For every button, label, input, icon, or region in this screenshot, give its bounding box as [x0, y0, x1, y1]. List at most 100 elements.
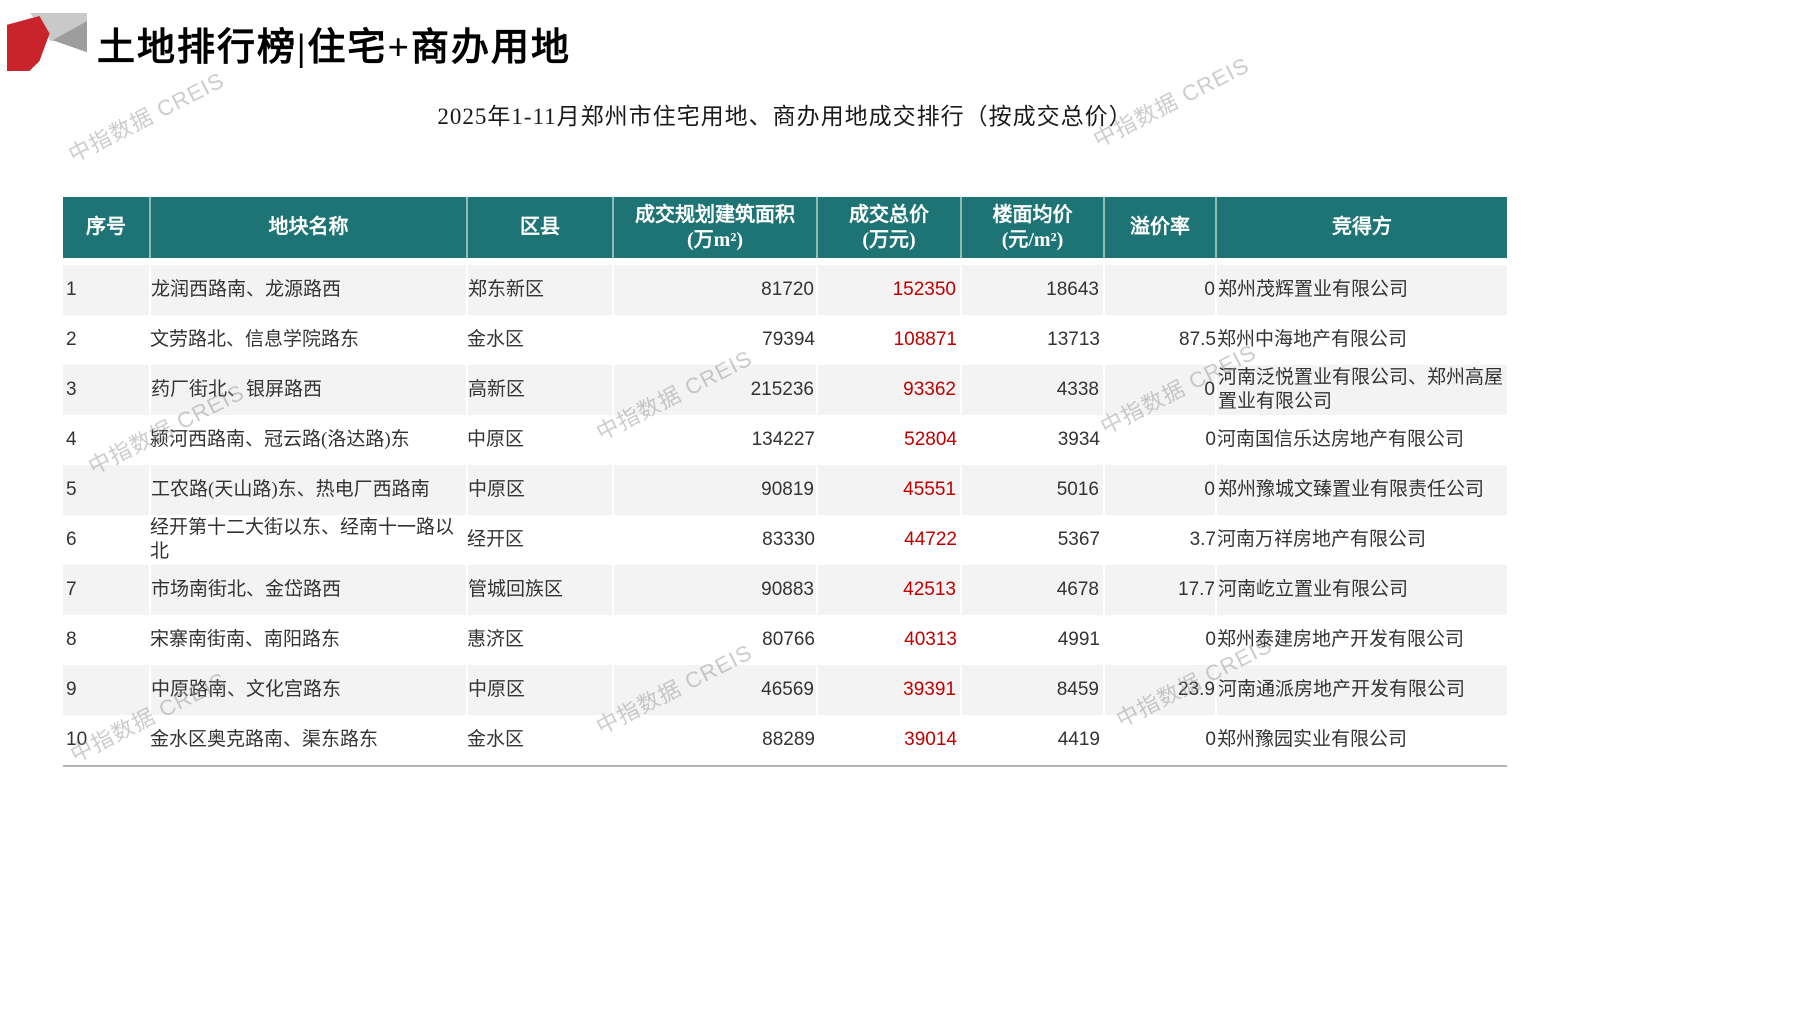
- cell-plot-name: 中原路南、文化宫路东: [149, 665, 467, 715]
- cell-plot-name: 市场南街北、金岱路西: [149, 565, 467, 615]
- cell-total-price: 44722: [904, 529, 957, 551]
- cell-rank: 4: [66, 429, 77, 451]
- col-header-premium-rate: 溢价率: [1103, 197, 1216, 265]
- cell-rank: 6: [66, 529, 77, 551]
- page-title: 土地排行榜|住宅+商办用地: [97, 27, 572, 69]
- cell-planned-area: 90883: [612, 565, 817, 615]
- cell-premium-rate: 0: [1103, 365, 1216, 415]
- land-ranking-table: 序号 地块名称 区县 成交规划建筑面积 (万m²) 成交总价 (万元) 楼面均价…: [63, 197, 1507, 767]
- cell-winner: 郑州豫城文臻置业有限责任公司: [1215, 465, 1507, 515]
- creis-logo-icon: [7, 13, 87, 71]
- cell-premium-rate: 0: [1104, 715, 1216, 767]
- cell-floor-price: 5016: [960, 465, 1104, 515]
- cell-rank: 9: [63, 665, 150, 715]
- table-row: 5 工农路(天山路)东、热电厂西路南 中原区 90819 45551 5016 0 郑州豫城文…: [63, 465, 1507, 515]
- cell-rank: 7: [63, 565, 150, 615]
- cell-total-price: 152350: [816, 261, 961, 315]
- table-row: 3 药厂街北、银屏路西 高新区 215236 93362 4338 0 河南泛悦置业有限公司、…: [63, 365, 1507, 415]
- cell-district: 金水区: [467, 329, 525, 351]
- cell-planned-area: 80766: [762, 629, 815, 651]
- cell-plot-name: 龙润西路南、龙源路西: [149, 261, 467, 315]
- cell-floor-price: 4338: [960, 365, 1104, 415]
- cell-rank: 1: [63, 261, 150, 315]
- cell-planned-area: 134227: [751, 429, 815, 451]
- col-header-district: 区县: [466, 197, 613, 265]
- cell-plot-name: 宋寨南街南、南阳路东: [150, 629, 341, 651]
- table-subtitle: 2025年1-11月郑州市住宅用地、商办用地成交排行（按成交总价）: [437, 104, 1133, 129]
- cell-total-price: 39014: [817, 715, 961, 767]
- cell-winner: 郑州豫园实业有限公司: [1216, 715, 1507, 767]
- table-row: 8 宋寨南街南、南阳路东 惠济区 80766 40313 4991 0 郑州泰建房地产开发有限…: [63, 615, 1507, 665]
- cell-floor-price: 3934: [1057, 429, 1100, 451]
- cell-floor-price: 4678: [960, 565, 1104, 615]
- cell-rank: 3: [63, 365, 150, 415]
- table-header-row: 序号 地块名称 区县 成交规划建筑面积 (万m²) 成交总价 (万元) 楼面均价…: [63, 197, 1507, 265]
- cell-planned-area: 79394: [762, 329, 815, 351]
- cell-total-price: 93362: [816, 365, 961, 415]
- cell-plot-name: 药厂街北、银屏路西: [149, 365, 467, 415]
- cell-district: 中原区: [467, 429, 525, 451]
- col-header-planned-area: 成交规划建筑面积 (万m²): [612, 197, 817, 265]
- cell-winner: 河南屹立置业有限公司: [1215, 565, 1507, 615]
- cell-planned-area: 215236: [612, 365, 817, 415]
- cell-planned-area: 90819: [612, 465, 817, 515]
- land-ranking-table-container: 序号 地块名称 区县 成交规划建筑面积 (万m²) 成交总价 (万元) 楼面均价…: [63, 197, 1507, 767]
- cell-rank: 2: [66, 329, 77, 351]
- table-row: 7 市场南街北、金岱路西 管城回族区 90883 42513 4678 17.7 河南屹立置业…: [63, 565, 1507, 615]
- cell-district: 金水区: [467, 715, 613, 767]
- cell-total-price: 39391: [816, 665, 961, 715]
- col-header-plot-name: 地块名称: [149, 197, 467, 265]
- cell-floor-price: 8459: [960, 665, 1104, 715]
- cell-plot-name: 金水区奥克路南、渠东路东: [150, 715, 467, 767]
- cell-planned-area: 83330: [762, 529, 815, 551]
- table-row: 4 颍河西路南、冠云路(洛达路)东 中原区 134227 52804 3934 0 河南国信乐…: [63, 415, 1507, 465]
- cell-winner: 郑州中海地产有限公司: [1217, 329, 1408, 351]
- cell-winner: 郑州茂辉置业有限公司: [1215, 261, 1507, 315]
- col-header-winner: 竞得方: [1215, 197, 1507, 265]
- cell-premium-rate: 0: [1103, 261, 1216, 315]
- col-header-rank: 序号: [63, 197, 150, 265]
- cell-district: 郑东新区: [466, 261, 613, 315]
- cell-floor-price: 5367: [1057, 529, 1100, 551]
- cell-total-price: 40313: [904, 629, 957, 651]
- cell-premium-rate: 3.7: [1189, 529, 1216, 551]
- cell-district: 管城回族区: [466, 565, 613, 615]
- table-row: 9 中原路南、文化宫路东 中原区 46569 39391 8459 23.9 河南通派房地产开…: [63, 665, 1507, 715]
- cell-plot-name: 工农路(天山路)东、热电厂西路南: [149, 465, 467, 515]
- table-row: 10 金水区奥克路南、渠东路东 金水区 88289 39014 4419 0 郑州豫园实业有限…: [63, 715, 1507, 767]
- cell-winner: 河南国信乐达房地产有限公司: [1217, 429, 1465, 451]
- cell-winner: 河南万祥房地产有限公司: [1217, 529, 1427, 551]
- table-row: 2 文劳路北、信息学院路东 金水区 79394 108871 13713 87.5 郑州中海地…: [63, 315, 1507, 365]
- col-header-floor-price: 楼面均价 (元/m²): [960, 197, 1104, 265]
- cell-winner: 河南泛悦置业有限公司、郑州高屋置业有限公司: [1215, 365, 1507, 415]
- cell-plot-name: 经开第十二大街以东、经南十一路以北: [150, 517, 455, 562]
- cell-total-price: 108871: [893, 329, 957, 351]
- cell-premium-rate: 17.7: [1103, 565, 1216, 615]
- cell-floor-price: 18643: [960, 261, 1104, 315]
- cell-total-price: 45551: [816, 465, 961, 515]
- cell-plot-name: 颍河西路南、冠云路(洛达路)东: [150, 429, 410, 451]
- cell-plot-name: 文劳路北、信息学院路东: [150, 329, 360, 351]
- table-row: 6 经开第十二大街以东、经南十一路以北 经开区 83330 44722 5367 3.7 河南…: [63, 515, 1507, 565]
- cell-winner: 郑州泰建房地产开发有限公司: [1217, 629, 1465, 651]
- table-row: 1 龙润西路南、龙源路西 郑东新区 81720 152350 18643 0 郑州茂辉置业有限…: [63, 261, 1507, 315]
- cell-district: 中原区: [466, 465, 613, 515]
- cell-rank: 8: [66, 629, 77, 651]
- cell-floor-price: 13713: [1047, 329, 1100, 351]
- cell-planned-area: 81720: [612, 261, 817, 315]
- cell-premium-rate: 0: [1103, 465, 1216, 515]
- cell-district: 经开区: [467, 529, 525, 551]
- col-header-total-price: 成交总价 (万元): [816, 197, 961, 265]
- cell-district: 中原区: [466, 665, 613, 715]
- cell-planned-area: 46569: [612, 665, 817, 715]
- cell-rank: 10: [63, 715, 150, 767]
- cell-premium-rate: 0: [1205, 629, 1216, 651]
- cell-floor-price: 4419: [961, 715, 1104, 767]
- cell-floor-price: 4991: [1057, 629, 1100, 651]
- cell-premium-rate: 0: [1205, 429, 1216, 451]
- cell-total-price: 52804: [904, 429, 957, 451]
- cell-district: 惠济区: [467, 629, 525, 651]
- cell-premium-rate: 23.9: [1103, 665, 1216, 715]
- cell-planned-area: 88289: [613, 715, 817, 767]
- cell-winner: 河南通派房地产开发有限公司: [1215, 665, 1507, 715]
